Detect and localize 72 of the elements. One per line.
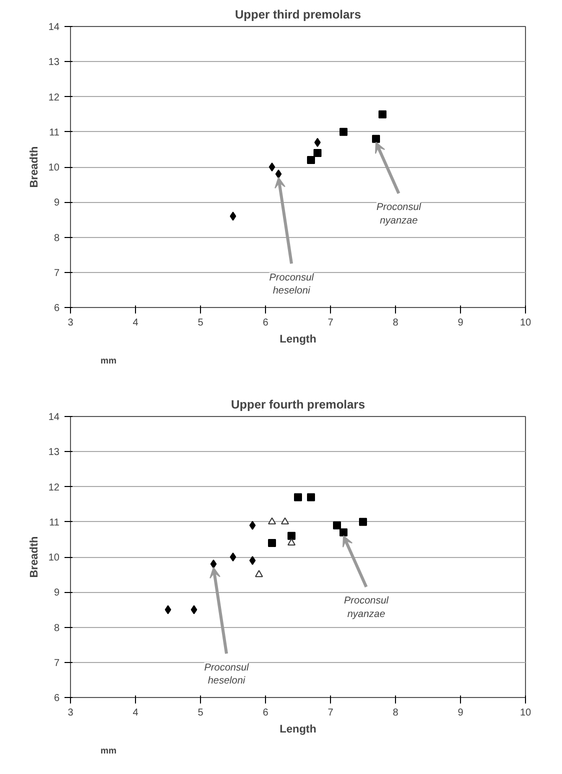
annotation: Proconsul nyanzae (344, 596, 390, 620)
y-tick-label: 13 (48, 57, 60, 68)
point (210, 560, 217, 569)
annotation: Proconsul heseloni (204, 662, 250, 687)
y-axis-title: Breadth (28, 536, 40, 578)
y-tick-label: 14 (48, 412, 60, 423)
point (307, 493, 315, 502)
point (340, 528, 348, 536)
y-tick-label: 12 (48, 92, 60, 104)
point (314, 148, 322, 157)
x-axis-title: Length (280, 334, 317, 346)
y-tick-label: 11 (49, 517, 60, 528)
y-tick-label: 8 (54, 622, 60, 634)
point (275, 170, 282, 179)
chart-title: Upper fourth premolars (230, 398, 366, 412)
point (249, 556, 256, 566)
x-tick-label: 8 (392, 708, 399, 718)
y-tick-label: 10 (48, 552, 60, 564)
x-tick-label: 4 (132, 318, 139, 328)
y-tick-label: 12 (48, 482, 60, 494)
point (268, 538, 276, 547)
x-tick-label: 10 (520, 708, 532, 718)
x-tick-label: 10 (520, 318, 532, 328)
point (378, 110, 386, 118)
point (340, 128, 348, 136)
x-tick-label: 7 (328, 708, 334, 718)
point (230, 552, 236, 562)
y-tick-label: 9 (54, 588, 60, 599)
point (288, 532, 296, 540)
point (372, 134, 380, 143)
point (314, 138, 321, 147)
y-tick-label: 7 (54, 268, 60, 279)
annotation: Proconsul nyanzae (376, 202, 422, 226)
annotation: Proconsul heseloni (269, 272, 315, 297)
y-tick-label: 8 (54, 232, 60, 244)
chart-title: Upper third premolars (234, 8, 362, 22)
x-tick-label: 8 (392, 318, 399, 328)
y-tick-label: 6 (54, 303, 60, 314)
x-tick-label: 5 (198, 318, 204, 328)
text: mm (100, 356, 117, 366)
point (255, 570, 263, 578)
y-tick-label: 6 (54, 693, 60, 704)
point (164, 605, 172, 614)
point (190, 605, 198, 614)
x-tick-label: 5 (198, 708, 204, 718)
point (307, 156, 315, 164)
point (230, 212, 236, 221)
x-tick-label: 3 (68, 318, 74, 328)
point (281, 517, 289, 524)
y-tick-label: 10 (48, 162, 60, 174)
point (268, 162, 276, 172)
x-tick-label: 4 (132, 708, 139, 718)
y-axis-title: Breadth (28, 146, 40, 188)
x-tick-label: 7 (328, 318, 334, 328)
y-tick-label: 13 (48, 447, 60, 458)
point (288, 538, 296, 546)
x-tick-label: 9 (458, 318, 464, 328)
text: mm (100, 746, 117, 756)
y-tick-label: 11 (49, 127, 60, 138)
x-tick-label: 6 (262, 318, 269, 328)
y-tick-label: 14 (48, 22, 60, 33)
y-tick-label: 7 (54, 658, 60, 669)
point (268, 517, 276, 524)
point (333, 521, 341, 530)
x-tick-label: 6 (262, 708, 269, 718)
point (294, 493, 302, 502)
x-axis-title: Length (280, 724, 317, 736)
point (249, 520, 256, 530)
x-tick-label: 3 (68, 708, 74, 718)
point (359, 518, 367, 526)
x-tick-label: 9 (458, 708, 464, 718)
y-tick-label: 9 (54, 198, 60, 209)
